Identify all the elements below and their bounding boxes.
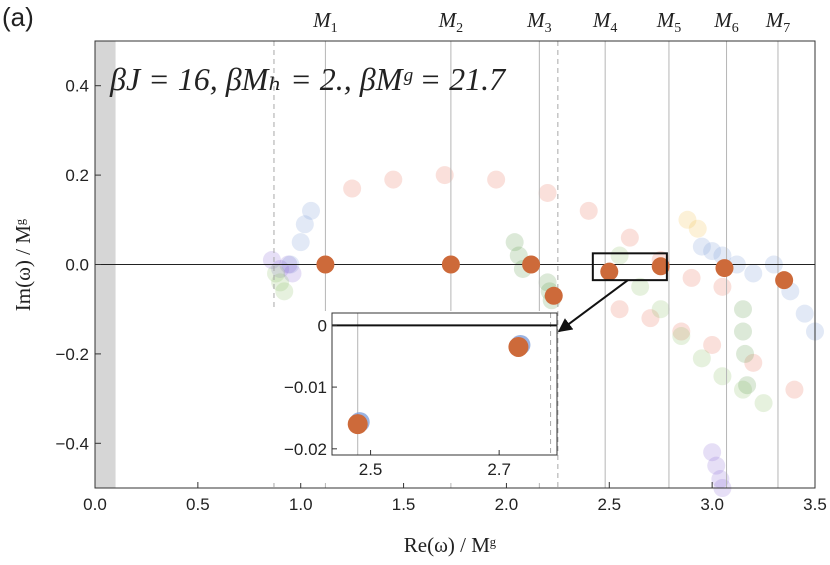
trajectory-5-point-0 — [538, 273, 557, 292]
trajectory-12-point-0 — [692, 237, 711, 256]
trajectory-1-point-5 — [785, 380, 804, 399]
trajectory-4-point-0 — [505, 233, 524, 252]
pole-point — [316, 255, 335, 274]
trajectory-0-point-6 — [620, 228, 639, 247]
mass-label-2: M2 — [438, 8, 464, 36]
inset-y-tick-label: −0.01 — [284, 378, 327, 397]
y-tick-label: 0.0 — [65, 256, 89, 275]
inset-poles — [347, 334, 531, 435]
inset-x-tick-label: 2.5 — [359, 460, 383, 479]
inset-plot: 2.5 2.7 0 −0.01 −0.02 — [272, 311, 558, 483]
zoom-box — [591, 252, 668, 282]
trajectory-3-point-4 — [692, 349, 711, 368]
x-tick-label: 2.5 — [597, 495, 621, 514]
trajectory-3-point-3 — [672, 327, 691, 346]
trajectory-0-point-5 — [579, 201, 598, 220]
trajectory-2-point-1 — [291, 233, 310, 252]
x-tick-label: 3.0 — [700, 495, 724, 514]
trajectory-0-point-8 — [682, 268, 701, 287]
parameter-annotation: βJ = 16, βMₕ = 2., βMᵍ = 21.7 — [109, 61, 507, 97]
pole-point — [522, 255, 541, 274]
mass-label-1: M1 — [312, 8, 338, 36]
trajectory-7-point-2 — [795, 304, 814, 323]
inset-background — [272, 311, 557, 483]
x-axis-ticks: 0.0 0.5 1.0 1.5 2.0 2.5 3.0 3.5 — [83, 482, 827, 514]
x-tick-label: 3.5 — [803, 495, 827, 514]
trajectory-8-point-2 — [711, 470, 730, 489]
trajectory-0-point-3 — [487, 170, 506, 189]
mass-label-5: M5 — [656, 8, 682, 36]
trajectory-11-point-2 — [275, 282, 294, 301]
y-tick-label: −0.4 — [55, 434, 89, 453]
pole-point — [600, 262, 619, 281]
trajectory-3-point-7 — [754, 394, 773, 413]
pole-point — [441, 255, 460, 274]
inset-y-tick-label: 0 — [318, 316, 327, 335]
trajectory-3-point-5 — [713, 367, 732, 386]
trajectory-3-point-0 — [610, 246, 629, 265]
inset-x-ticks: 2.5 2.7 — [359, 450, 511, 479]
panel-label: (a) — [2, 2, 34, 32]
trajectory-4-point-1 — [509, 246, 528, 265]
trajectory-1-point-4 — [744, 353, 763, 372]
inset-x-tick-label: 2.7 — [487, 460, 511, 479]
trajectory-3-point-6 — [734, 380, 752, 399]
trajectory-3-point-2 — [651, 300, 670, 319]
trajectory-1-point-1 — [641, 309, 660, 328]
y-axis-title: Im(ω) / Mᵍ — [11, 219, 35, 311]
trajectory-10-point-3 — [283, 264, 302, 283]
pole-point — [544, 286, 563, 305]
inset-y-ticks: 0 −0.01 −0.02 — [284, 316, 337, 459]
trajectory-12-point-4 — [744, 264, 763, 283]
trajectory-3-point-1 — [631, 277, 650, 296]
trajectory-12-point-1 — [703, 242, 722, 261]
trajectory-1-point-2 — [672, 322, 691, 341]
trajectory-6-point-0 — [734, 300, 752, 319]
pole-point — [775, 271, 794, 290]
pole-trajectories — [262, 166, 824, 497]
trajectory-2-point-3 — [302, 201, 320, 220]
pole-point — [651, 257, 670, 276]
trajectory-0-point-4 — [538, 183, 557, 202]
highlighted-poles — [316, 255, 794, 305]
inset-y-tick-label: −0.02 — [284, 440, 327, 459]
mass-label-3: M3 — [526, 8, 552, 36]
trajectory-11-point-1 — [271, 273, 290, 292]
y-tick-label: 0.4 — [65, 77, 89, 96]
y-axis-ticks: −0.4 −0.2 0.0 0.2 0.4 — [55, 77, 101, 453]
trajectory-1-point-3 — [703, 335, 722, 354]
trajectory-9-point-0 — [678, 210, 697, 229]
trajectory-6-point-1 — [734, 322, 752, 341]
trajectory-2-point-2 — [295, 215, 314, 234]
x-tick-label: 0.5 — [186, 495, 210, 514]
trajectory-0-point-1 — [384, 170, 403, 189]
x-tick-label: 1.5 — [392, 495, 416, 514]
inset-pole-point — [347, 414, 368, 435]
trajectory-6-point-3 — [738, 376, 757, 395]
trajectory-6-point-2 — [736, 344, 755, 363]
main-plot: M1 M2 M3 M4 M5 M6 M7 0.0 0.5 1.0 1.5 2.0 2.5 3.0 3.5 … — [11, 8, 827, 557]
x-tick-label: 1.0 — [289, 495, 313, 514]
trajectory-0-point-2 — [435, 166, 454, 185]
x-tick-label: 0.0 — [83, 495, 107, 514]
inset-pole-point — [508, 336, 529, 357]
trajectory-9-point-1 — [688, 219, 707, 238]
pole-point — [715, 259, 734, 278]
y-tick-label: 0.2 — [65, 166, 89, 185]
trajectory-8-point-0 — [703, 443, 722, 462]
zoom-arrow — [557, 279, 629, 333]
x-tick-label: 2.0 — [495, 495, 519, 514]
inset-frame — [331, 312, 558, 456]
trajectory-0-point-0 — [343, 179, 362, 198]
trajectory-11-point-0 — [267, 264, 286, 283]
trajectory-0-point-9 — [713, 277, 732, 296]
mass-label-6: M6 — [713, 8, 739, 36]
trajectory-1-point-0 — [610, 300, 629, 319]
y-tick-label: −0.2 — [55, 345, 89, 364]
x-axis-title: Re(ω) / Mᵍ — [404, 533, 496, 557]
trajectory-8-point-1 — [707, 456, 726, 475]
mass-label-4: M4 — [592, 8, 618, 36]
mass-label-7: M7 — [765, 8, 791, 36]
